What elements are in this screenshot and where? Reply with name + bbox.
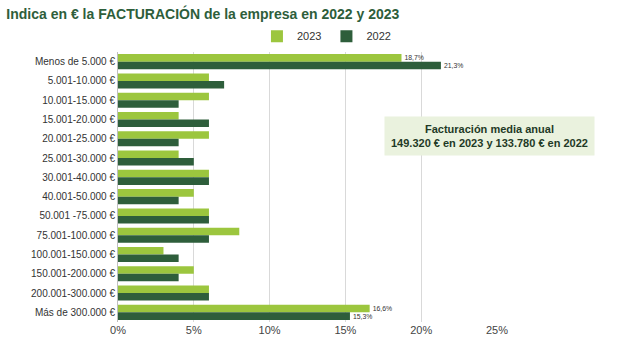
svg-text:40.001-50.000 €: 40.001-50.000 € <box>42 191 115 202</box>
svg-text:15,3%: 15,3% <box>353 313 372 320</box>
svg-text:15.001-20.000 €: 15.001-20.000 € <box>42 114 115 125</box>
svg-text:Indica en € la FACTURACIÓN de: Indica en € la FACTURACIÓN de la empresa… <box>6 5 399 22</box>
svg-text:Más de 300.000 €: Más de 300.000 € <box>35 307 115 318</box>
svg-text:30.001-40.000 €: 30.001-40.000 € <box>42 172 115 183</box>
svg-text:Facturación media anual149.320: Facturación media anual149.320 € en 2023… <box>391 123 588 149</box>
svg-text:5.001-10.000 €: 5.001-10.000 € <box>48 75 116 86</box>
svg-text:75.001-100.000 €: 75.001-100.000 € <box>37 230 116 241</box>
svg-text:10%: 10% <box>259 324 281 336</box>
svg-text:200.001-300.000 €: 200.001-300.000 € <box>31 288 115 299</box>
svg-text:100.001-150.000 €: 100.001-150.000 € <box>31 249 115 260</box>
svg-text:5%: 5% <box>186 324 202 336</box>
svg-text:20.001-25.000 €: 20.001-25.000 € <box>42 133 115 144</box>
svg-text:2022: 2022 <box>366 30 390 42</box>
svg-text:18,7%: 18,7% <box>404 54 423 61</box>
svg-text:16,6%: 16,6% <box>373 305 392 312</box>
svg-text:2023: 2023 <box>297 30 321 42</box>
svg-text:0%: 0% <box>110 324 126 336</box>
svg-text:25.001-30.000 €: 25.001-30.000 € <box>42 153 115 164</box>
svg-text:15%: 15% <box>334 324 356 336</box>
svg-text:10.001-15.000 €: 10.001-15.000 € <box>42 95 115 106</box>
svg-text:50.001 -75.000 €: 50.001 -75.000 € <box>39 210 115 221</box>
svg-text:150.001-200.000 €: 150.001-200.000 € <box>31 268 115 279</box>
svg-text:Menos de 5.000 €: Menos de 5.000 € <box>35 56 115 67</box>
svg-text:20%: 20% <box>410 324 432 336</box>
svg-text:25%: 25% <box>486 324 508 336</box>
svg-text:21,3%: 21,3% <box>444 62 463 69</box>
